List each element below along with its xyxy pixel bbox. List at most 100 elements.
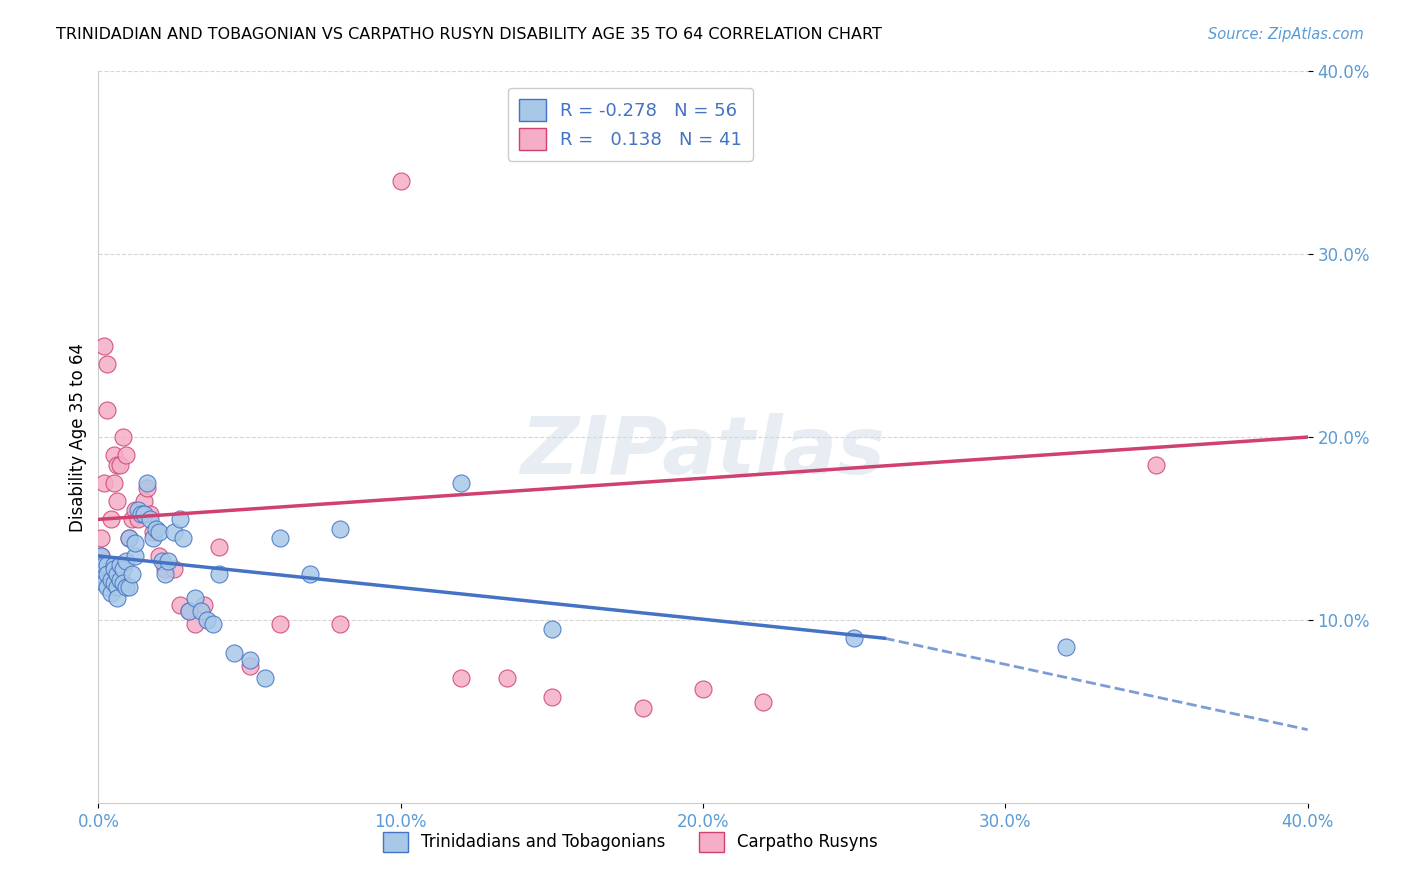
Point <box>169 512 191 526</box>
Point <box>103 475 125 490</box>
Point <box>172 531 194 545</box>
Point <box>114 554 136 568</box>
Point <box>103 448 125 462</box>
Point <box>631 700 654 714</box>
Point <box>108 558 131 573</box>
Point <box>450 475 472 490</box>
Point <box>135 481 157 495</box>
Point <box>103 562 125 576</box>
Point <box>190 604 212 618</box>
Point <box>93 576 115 591</box>
Point <box>105 591 128 605</box>
Point <box>96 567 118 582</box>
Point <box>163 525 186 540</box>
Point <box>111 562 134 576</box>
Point <box>127 512 149 526</box>
Point <box>124 536 146 550</box>
Point <box>169 599 191 613</box>
Point <box>844 632 866 646</box>
Point <box>100 585 122 599</box>
Point <box>145 521 167 535</box>
Point <box>139 512 162 526</box>
Point <box>179 604 201 618</box>
Point <box>540 690 562 704</box>
Point <box>142 525 165 540</box>
Point <box>96 580 118 594</box>
Point <box>105 567 128 582</box>
Point <box>253 672 276 686</box>
Point <box>139 507 162 521</box>
Point <box>108 573 131 587</box>
Point <box>299 567 322 582</box>
Point <box>124 503 146 517</box>
Point <box>1054 640 1077 655</box>
Point <box>329 521 352 535</box>
Point <box>121 567 143 582</box>
Point <box>153 562 176 576</box>
Point <box>111 576 134 591</box>
Point <box>135 475 157 490</box>
Point <box>495 672 517 686</box>
Point <box>118 580 141 594</box>
Point <box>96 357 118 371</box>
Point <box>90 567 112 582</box>
Point <box>239 653 262 667</box>
Point <box>105 458 128 472</box>
Point <box>93 338 115 352</box>
Point <box>239 658 262 673</box>
Point <box>90 549 112 563</box>
Point <box>129 507 152 521</box>
Point <box>150 554 173 568</box>
Point <box>202 616 225 631</box>
Point <box>114 580 136 594</box>
Point <box>118 531 141 545</box>
Point <box>90 531 112 545</box>
Point <box>90 549 112 563</box>
Point <box>208 567 231 582</box>
Point <box>752 695 775 709</box>
Point <box>1144 458 1167 472</box>
Point <box>132 507 155 521</box>
Point <box>208 540 231 554</box>
Point <box>105 580 128 594</box>
Point <box>148 549 170 563</box>
Point <box>100 573 122 587</box>
Point <box>118 531 141 545</box>
Legend: Trinidadians and Tobagonians, Carpatho Rusyns: Trinidadians and Tobagonians, Carpatho R… <box>374 823 886 860</box>
Point <box>124 549 146 563</box>
Point <box>184 616 207 631</box>
Text: TRINIDADIAN AND TOBAGONIAN VS CARPATHO RUSYN DISABILITY AGE 35 TO 64 CORRELATION: TRINIDADIAN AND TOBAGONIAN VS CARPATHO R… <box>56 27 882 42</box>
Point <box>269 531 291 545</box>
Point <box>163 562 186 576</box>
Point <box>96 558 118 573</box>
Point <box>179 604 201 618</box>
Point <box>111 430 134 444</box>
Point <box>193 599 215 613</box>
Point <box>127 503 149 517</box>
Point <box>224 646 246 660</box>
Point <box>153 567 176 582</box>
Point <box>108 458 131 472</box>
Point <box>148 525 170 540</box>
Point <box>450 672 472 686</box>
Point <box>692 682 714 697</box>
Point <box>93 475 115 490</box>
Point <box>114 448 136 462</box>
Point <box>96 402 118 417</box>
Text: Source: ZipAtlas.com: Source: ZipAtlas.com <box>1208 27 1364 42</box>
Point <box>93 558 115 573</box>
Point <box>121 512 143 526</box>
Point <box>540 622 562 636</box>
Point <box>103 558 125 573</box>
Y-axis label: Disability Age 35 to 64: Disability Age 35 to 64 <box>69 343 87 532</box>
Point <box>103 576 125 591</box>
Point <box>100 512 122 526</box>
Point <box>269 616 291 631</box>
Point <box>184 591 207 605</box>
Point <box>195 613 218 627</box>
Point <box>142 531 165 545</box>
Point <box>389 174 412 188</box>
Point <box>132 494 155 508</box>
Point <box>105 494 128 508</box>
Text: ZIPatlas: ZIPatlas <box>520 413 886 491</box>
